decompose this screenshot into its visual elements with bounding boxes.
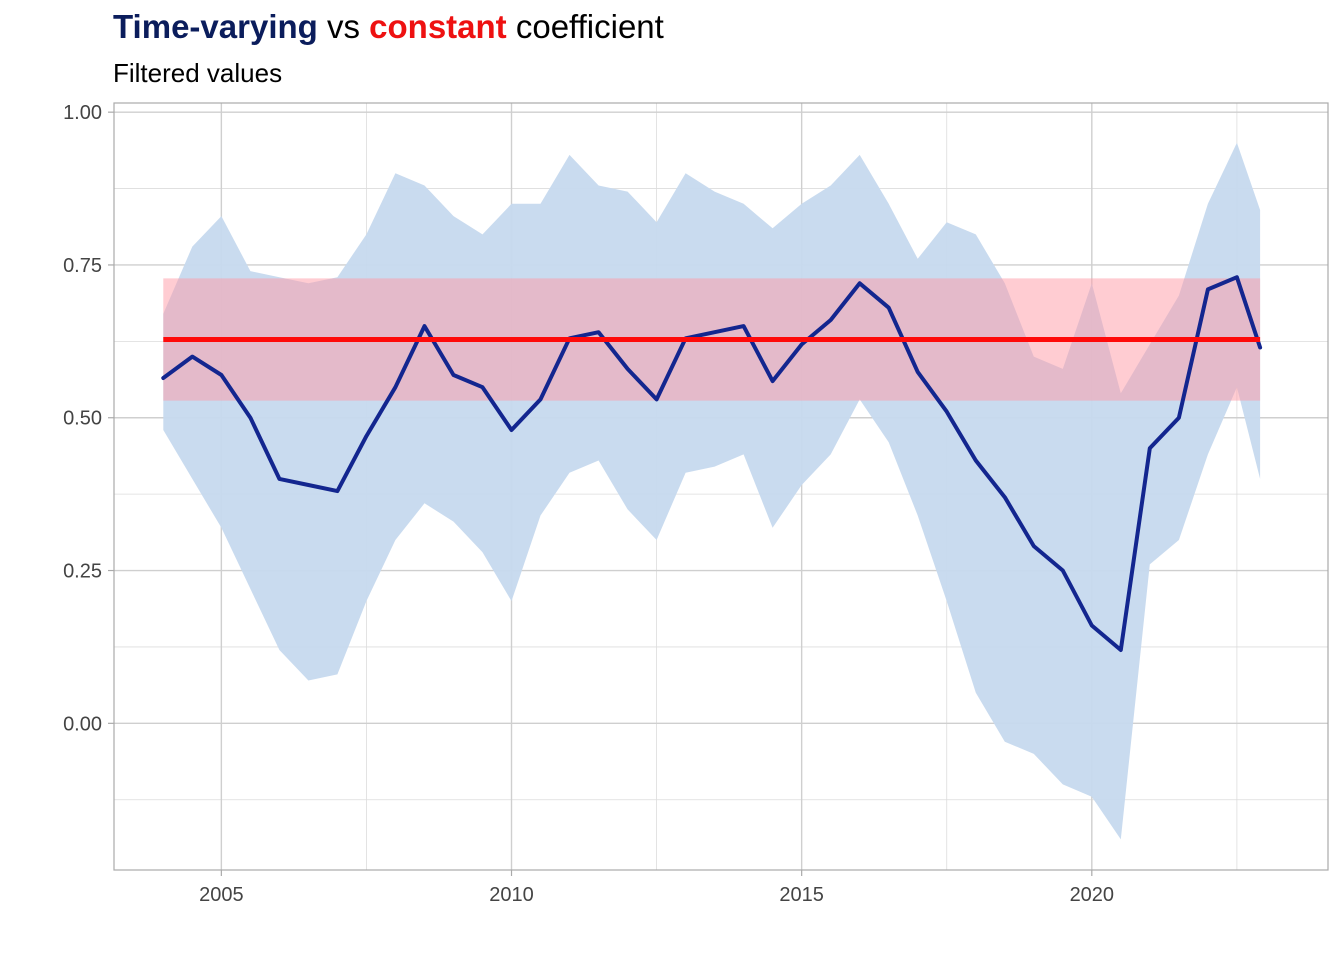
chart-subtitle: Filtered values bbox=[113, 58, 283, 88]
time-varying-line bbox=[161, 275, 1263, 652]
y-tick-label: 0.25 bbox=[63, 561, 102, 583]
y-axis-ticks: 0.00 0.25 0.50 0.75 1.00 bbox=[63, 102, 114, 735]
panel-border bbox=[113, 102, 1329, 871]
title-coefficient: coefficient bbox=[506, 8, 664, 45]
x-tick-label: 2015 bbox=[779, 884, 824, 906]
x-tick-label: 2010 bbox=[489, 884, 534, 906]
y-tick-label: 0.00 bbox=[63, 713, 102, 735]
x-tick-label: 2005 bbox=[199, 884, 244, 906]
x-tick-label: 2020 bbox=[1070, 884, 1115, 906]
chart-title: Time-varying vs constant coefficient bbox=[113, 8, 664, 46]
x-axis-ticks: 2005 2010 2015 2020 bbox=[199, 870, 1114, 906]
y-tick-label: 1.00 bbox=[63, 102, 102, 124]
y-tick-label: 0.50 bbox=[63, 408, 102, 430]
series-lines bbox=[161, 275, 1263, 652]
title-constant: constant bbox=[369, 8, 507, 45]
title-time-varying: Time-varying bbox=[113, 8, 318, 45]
title-vs: vs bbox=[317, 8, 370, 45]
y-tick-label: 0.75 bbox=[63, 255, 102, 277]
